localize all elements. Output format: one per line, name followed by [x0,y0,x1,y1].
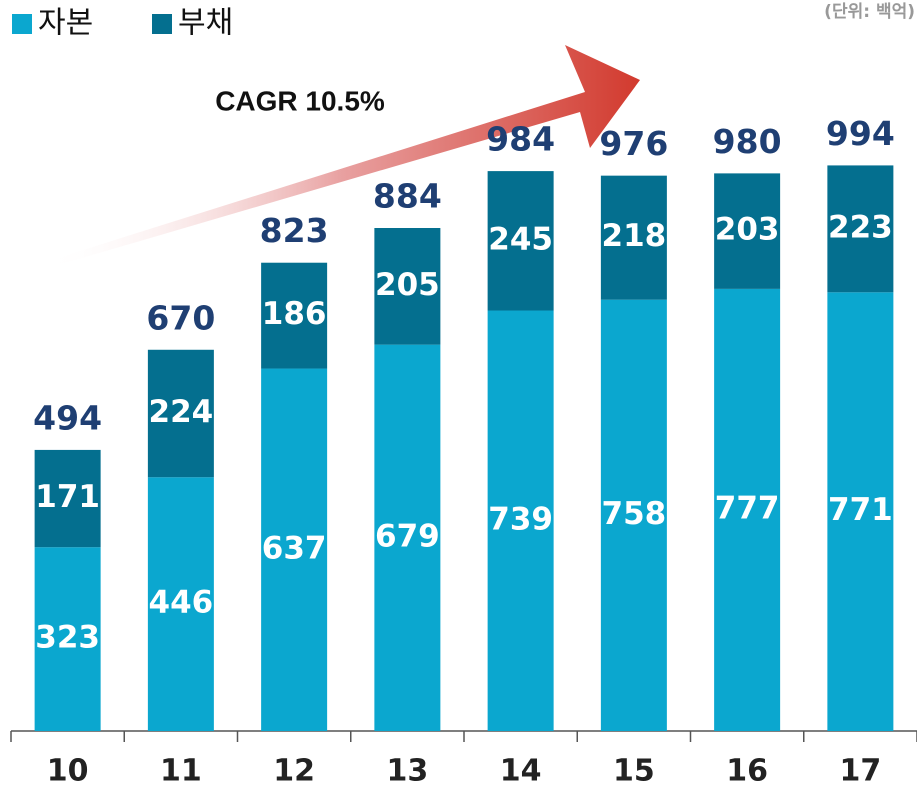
x-tick-label: 16 [726,754,768,787]
x-tick-label: 15 [613,754,655,787]
bar-segment [600,175,667,300]
total-label: 670 [146,298,215,337]
segment-label: 446 [149,585,214,621]
total-label: 494 [33,398,102,437]
legend-swatch [12,14,32,34]
bar-segment [600,299,667,731]
x-tick-label: 10 [47,754,89,787]
segment-label: 758 [602,496,667,532]
x-tick-label: 11 [160,754,202,787]
bar-segment [261,262,328,369]
x-tick-label: 13 [387,754,429,787]
bar-segment [714,288,781,731]
bar-segment [827,292,894,731]
bar-segment [374,228,441,345]
segment-label: 171 [35,479,100,515]
total-label: 823 [260,211,329,250]
bar-segment [487,310,554,731]
bar-segment [34,547,101,731]
bar-segment [147,477,214,731]
segment-label: 245 [488,221,553,257]
trend-arrow [45,45,640,268]
legend-label: 자본 [38,6,93,41]
unit-label: (단위: 백억) [824,2,915,22]
segment-label: 224 [149,394,214,430]
bar-segment [147,349,214,478]
total-label: 984 [486,120,555,159]
segment-label: 205 [375,267,440,303]
segment-label: 679 [375,518,440,554]
bar-segment [827,165,894,293]
bar-segment [374,344,441,731]
x-tick-label: 17 [840,754,882,787]
bar-segment [714,173,781,289]
bar-segment [261,368,328,731]
total-label: 994 [826,114,895,153]
total-label: 884 [373,177,442,216]
segment-label: 637 [262,530,327,566]
total-label: 976 [599,124,668,163]
total-label: 980 [713,122,782,161]
legend-label: 부채 [178,6,233,41]
segment-label: 203 [715,212,780,248]
annotation: CAGR 10.5% [215,85,385,116]
segment-label: 218 [602,218,667,254]
segment-label: 323 [35,620,100,656]
segment-label: 739 [488,501,553,537]
bar-segment [487,171,554,311]
x-tick-label: 14 [500,754,542,787]
legend-swatch [152,14,172,34]
segment-label: 771 [828,492,893,528]
segment-label: 777 [715,490,780,526]
segment-label: 223 [828,209,893,245]
segment-label: 186 [262,296,327,332]
bar-segment [34,449,101,548]
x-tick-label: 12 [273,754,315,787]
